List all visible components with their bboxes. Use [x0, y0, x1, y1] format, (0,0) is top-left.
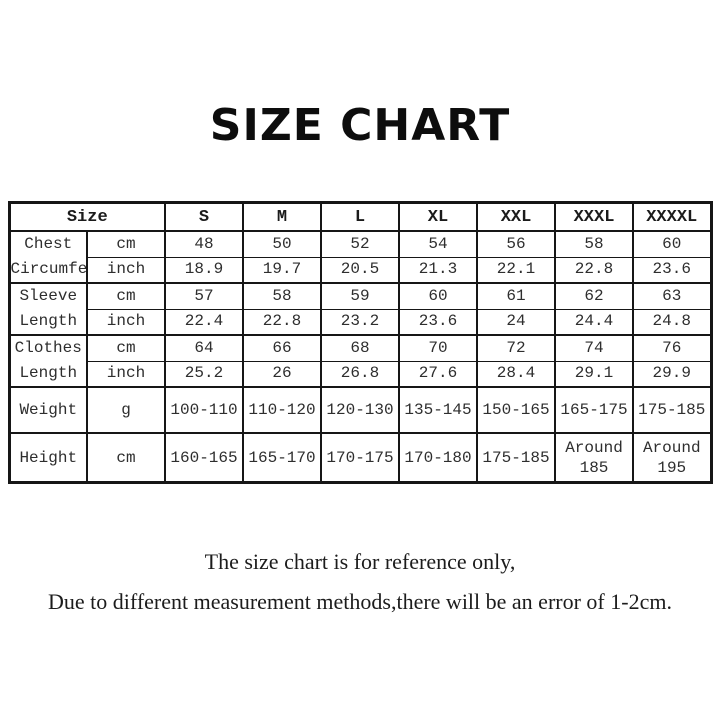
footer-line-1: The size chart is for reference only, [204, 549, 516, 574]
footer-note: The size chart is for reference only, Du… [0, 550, 720, 614]
value-cell: 58 [554, 230, 634, 258]
page-title: SIZE CHART [209, 100, 511, 151]
label-line: Length [19, 364, 78, 382]
value-cell: 48 [164, 230, 244, 258]
value-cell: 24.8 [632, 308, 712, 336]
size-col-header-s: S [164, 201, 244, 232]
clothes-inch-row: inch 25.2 26 26.8 27.6 28.4 29.1 29.9 [9, 360, 712, 388]
value-cell: 22.8 [242, 308, 322, 336]
sleeve-cm-row: Sleeve Length cm 57 58 59 60 61 62 63 [8, 282, 712, 336]
sleeve-inch-row: inch 22.4 22.8 23.2 23.6 24 24.4 24.8 [9, 308, 712, 336]
size-chart-table: Size S M L XL XXL XXXL XXXXL Chest Circu… [7, 201, 713, 484]
size-col-header-xxl: XXL [476, 201, 556, 232]
value-cell: 22.4 [164, 308, 244, 336]
height-row: Height cm 160-165 165-170 170-175 170-18… [8, 432, 712, 484]
value-cell: 18.9 [164, 256, 244, 284]
value-cell: 64 [164, 334, 244, 362]
value-cell: 54 [398, 230, 478, 258]
value-cell: 25.2 [164, 360, 244, 388]
value-cell: 175-185 [476, 432, 556, 484]
value-cell: 58 [242, 282, 322, 310]
unit-cell: g [86, 386, 166, 434]
value-cell: 26.8 [320, 360, 400, 388]
value-cell: 62 [554, 282, 634, 310]
label-line: Circumfe [10, 260, 87, 278]
value-cell: 23.6 [398, 308, 478, 336]
value-cell: 68 [320, 334, 400, 362]
value-cell: 21.3 [398, 256, 478, 284]
value-cell: 165-170 [242, 432, 322, 484]
size-col-header-xxxl: XXXL [554, 201, 634, 232]
label-line: Clothes [14, 339, 82, 357]
weight-row: Weight g 100-110 110-120 120-130 135-145… [8, 386, 712, 434]
chest-inch-row: inch 18.9 19.7 20.5 21.3 22.1 22.8 23.6 [9, 256, 712, 284]
unit-cell: cm [86, 334, 166, 362]
value-cell: 165-175 [554, 386, 634, 434]
table-header-row: Size S M L XL XXL XXXL XXXXL [8, 201, 712, 232]
unit-cell: cm [86, 282, 166, 310]
size-col-header-xl: XL [398, 201, 478, 232]
value-cell: 160-165 [164, 432, 244, 484]
measurement-label-weight: Weight [8, 386, 88, 434]
value-cell: 60 [632, 230, 712, 258]
value-cell: 22.1 [476, 256, 556, 284]
measurement-label-height: Height [8, 432, 88, 484]
value-cell: 76 [632, 334, 712, 362]
chest-cm-row: Chest Circumfe cm 48 50 52 54 56 58 60 [8, 230, 712, 284]
value-cell: 66 [242, 334, 322, 362]
value-cell: 74 [554, 334, 634, 362]
value-cell: 57 [164, 282, 244, 310]
value-cell: Around 185 [554, 432, 634, 484]
unit-cell: cm [86, 230, 166, 258]
size-header-cell: Size [8, 201, 166, 232]
value-cell: 150-165 [476, 386, 556, 434]
size-col-header-l: L [320, 201, 400, 232]
label-line: Length [19, 312, 78, 330]
value-cell: 22.8 [554, 256, 634, 284]
value-cell: 28.4 [476, 360, 556, 388]
value-cell: 170-175 [320, 432, 400, 484]
value-cell: 60 [398, 282, 478, 310]
value-cell: 29.9 [632, 360, 712, 388]
clothes-cm-row: Clothes Length cm 64 66 68 70 72 74 76 [8, 334, 712, 388]
value-cell: 61 [476, 282, 556, 310]
value-cell: 175-185 [632, 386, 712, 434]
value-cell: 72 [476, 334, 556, 362]
value-cell: 20.5 [320, 256, 400, 284]
size-col-header-m: M [242, 201, 322, 232]
measurement-label-chest: Chest Circumfe [8, 230, 88, 284]
value-cell: 23.6 [632, 256, 712, 284]
label-line: Sleeve [19, 287, 78, 305]
value-cell: 29.1 [554, 360, 634, 388]
value-cell: 27.6 [398, 360, 478, 388]
value-cell: 26 [242, 360, 322, 388]
value-cell: 70 [398, 334, 478, 362]
footer-line-2: Due to different measurement methods,the… [48, 589, 672, 614]
value-cell: 50 [242, 230, 322, 258]
value-cell: 23.2 [320, 308, 400, 336]
value-cell: 135-145 [398, 386, 478, 434]
value-cell: 59 [320, 282, 400, 310]
value-cell: 63 [632, 282, 712, 310]
label-line: Chest [24, 235, 73, 253]
unit-cell: inch [86, 308, 166, 336]
unit-cell: inch [86, 256, 166, 284]
measurement-label-sleeve: Sleeve Length [8, 282, 88, 336]
unit-cell: inch [86, 360, 166, 388]
value-cell: 100-110 [164, 386, 244, 434]
measurement-label-clothes: Clothes Length [8, 334, 88, 388]
value-cell: 52 [320, 230, 400, 258]
value-cell: 110-120 [242, 386, 322, 434]
unit-cell: cm [86, 432, 166, 484]
size-col-header-xxxxl: XXXXL [632, 201, 712, 232]
value-cell: 19.7 [242, 256, 322, 284]
value-cell: 120-130 [320, 386, 400, 434]
value-cell: Around 195 [632, 432, 712, 484]
value-cell: 56 [476, 230, 556, 258]
value-cell: 170-180 [398, 432, 478, 484]
value-cell: 24.4 [554, 308, 634, 336]
value-cell: 24 [476, 308, 556, 336]
